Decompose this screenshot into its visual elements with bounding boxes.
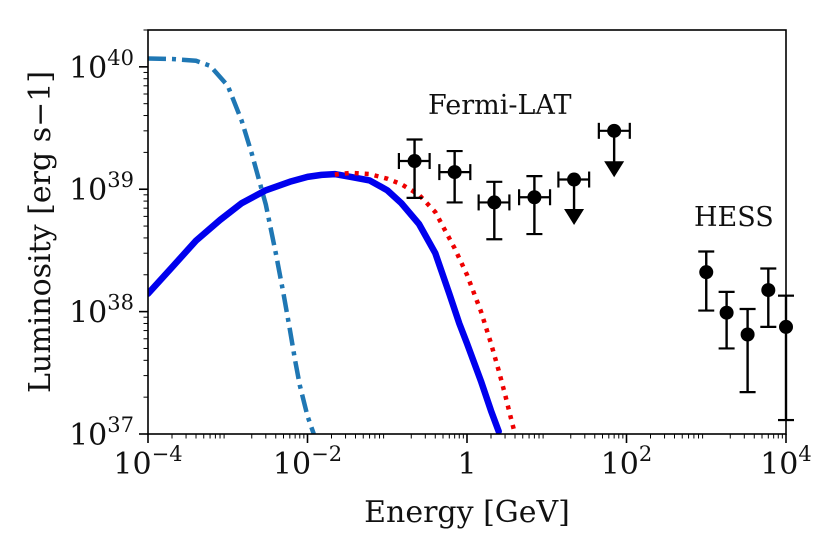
data-points xyxy=(399,123,794,420)
data-point-marker xyxy=(741,328,755,342)
data-point xyxy=(519,176,550,234)
upper-limit-arrow xyxy=(604,161,624,177)
x-tick-label: 10−4 xyxy=(113,442,182,482)
data-point xyxy=(558,172,589,225)
x-tick-label: 10−2 xyxy=(273,442,342,482)
x-axis-ticks: 10−4 10−2 1 102 104 xyxy=(113,434,811,482)
hess-annotation: HESS xyxy=(694,202,774,233)
data-point xyxy=(439,151,470,202)
data-point xyxy=(719,292,735,349)
fermi-lat-annotation: Fermi-LAT xyxy=(428,90,571,121)
upper-limit-arrow xyxy=(564,209,584,225)
y-tick-label: 1040 xyxy=(69,46,134,86)
y-tick-label: 1039 xyxy=(69,168,134,208)
y-tick-label: 1038 xyxy=(69,291,134,331)
x-tick-label: 1 xyxy=(457,447,476,482)
data-point xyxy=(599,123,630,177)
data-point-marker xyxy=(408,154,422,168)
data-point xyxy=(479,182,510,239)
data-point xyxy=(698,251,714,310)
data-point-marker xyxy=(761,283,775,297)
data-point xyxy=(760,269,776,327)
data-point-marker xyxy=(448,165,462,179)
data-point-marker xyxy=(527,190,541,204)
series-dash-dot-line xyxy=(148,59,314,435)
x-axis-label: Energy [GeV] xyxy=(364,495,570,530)
luminosity-energy-chart: 10−4 10−2 1 102 104 1037103810391040 Energy … xyxy=(0,0,830,554)
series-solid-line xyxy=(148,174,499,431)
data-point xyxy=(740,309,756,392)
data-point-marker xyxy=(487,195,501,209)
data-point-marker xyxy=(567,173,581,187)
x-tick-label: 104 xyxy=(760,442,812,482)
data-point-marker xyxy=(720,306,734,320)
data-point-marker xyxy=(607,124,621,138)
y-axis-label: Luminosity [erg s−1] xyxy=(23,71,58,393)
x-tick-label: 102 xyxy=(601,442,653,482)
data-point xyxy=(399,139,430,197)
data-point-marker xyxy=(699,265,713,279)
